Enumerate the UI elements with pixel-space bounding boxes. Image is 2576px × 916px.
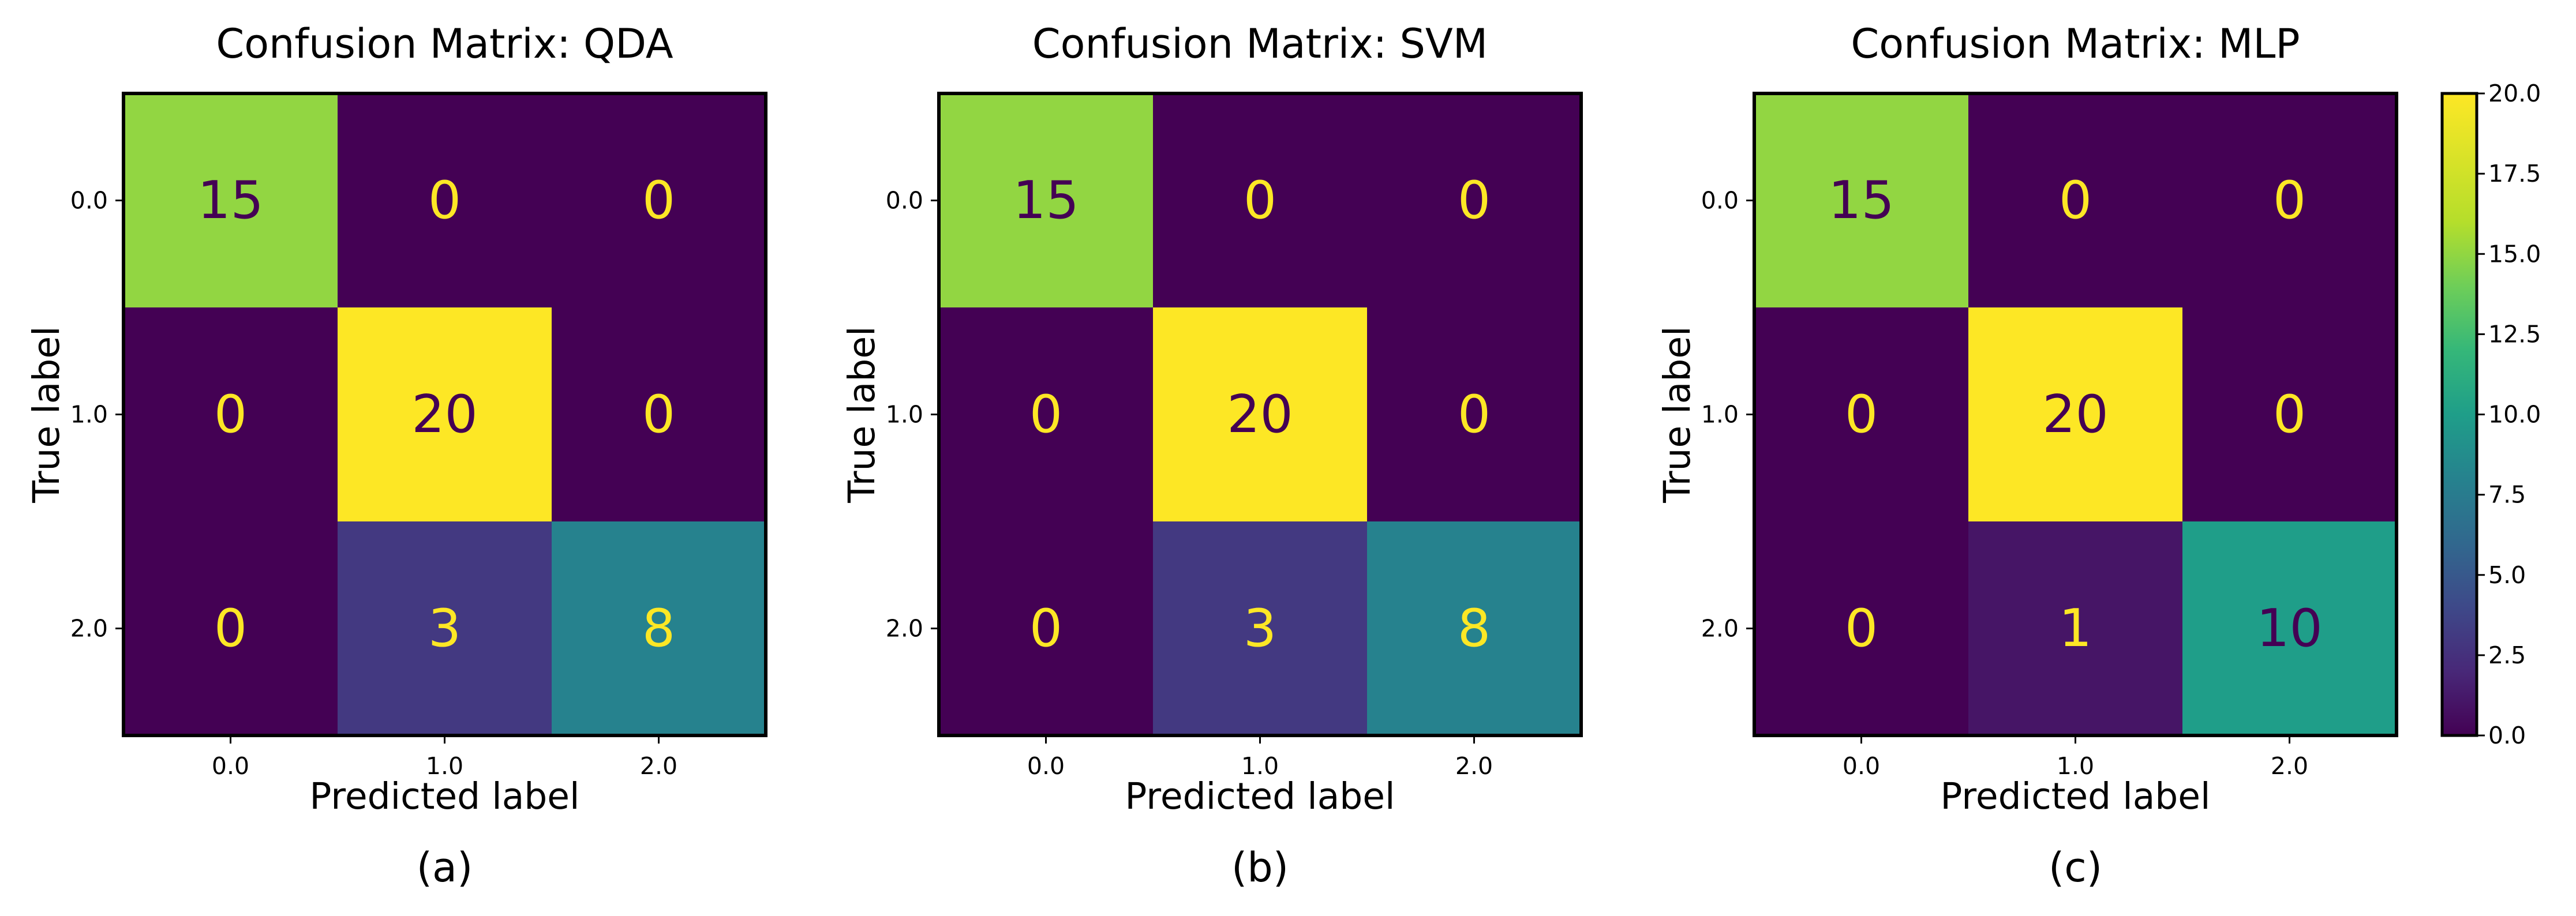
chart-title: Confusion Matrix: MLP (1851, 20, 2300, 67)
colorbar-tick-label: 15.0 (2488, 240, 2541, 268)
y-tick-label: 0.0 (1701, 187, 1739, 215)
cell-value-label: 0 (1029, 598, 1062, 659)
x-tick-label: 2.0 (2271, 752, 2308, 780)
y-tick-label: 0.0 (70, 187, 108, 215)
heatmap-cell (1153, 93, 1368, 308)
y-tick-label: 1.0 (70, 401, 108, 429)
cell-value-label: 0 (2059, 170, 2092, 231)
x-tick-label: 1.0 (1241, 752, 1279, 780)
y-axis-label: True label (1656, 326, 1698, 503)
heatmap-cell (939, 307, 1154, 522)
heatmap-cell (338, 307, 552, 522)
cell-value-label: 0 (1458, 384, 1491, 445)
heatmap-cell (1754, 521, 1969, 736)
cell-value-label: 20 (411, 384, 478, 445)
y-tick-label: 2.0 (1701, 615, 1739, 643)
x-tick-label: 1.0 (2057, 752, 2094, 780)
confusion-matrix-panel: Confusion Matrix: SVM 15 0 0 0 20 0 0 3 8 0.0 1.0 2.… (841, 20, 1583, 891)
cell-value-label: 15 (197, 170, 264, 231)
y-tick-label: 1.0 (886, 401, 923, 429)
heatmap-cell (1754, 307, 1969, 522)
cell-value-label: 0 (642, 170, 675, 231)
x-tick-label: 0.0 (212, 752, 249, 780)
heatmap-cell (1754, 93, 1969, 308)
cell-value-label: 0 (214, 598, 247, 659)
heatmap-cell (1968, 521, 2183, 736)
chart-title: Confusion Matrix: SVM (1032, 20, 1488, 67)
cell-value-label: 20 (1227, 384, 1293, 445)
heatmap-cell (1367, 307, 1582, 522)
y-axis-label: True label (841, 326, 883, 503)
x-tick-label: 1.0 (426, 752, 463, 780)
colorbar-tick-label: 5.0 (2488, 561, 2526, 589)
cell-value-label: 20 (2042, 384, 2109, 445)
colorbar-tick-label: 17.5 (2488, 160, 2541, 187)
x-tick-label: 0.0 (1843, 752, 1880, 780)
heatmap-cell (2182, 307, 2397, 522)
heatmap-cell (552, 521, 766, 736)
cell-value-label: 3 (428, 598, 461, 659)
y-tick-label: 1.0 (1701, 401, 1739, 429)
cell-value-label: 0 (1458, 170, 1491, 231)
heatmap-cell (1367, 521, 1582, 736)
cell-value-label: 0 (642, 384, 675, 445)
confusion-matrix-panel: Confusion Matrix: QDA 15 0 0 0 20 0 0 3 8 0.0 1.0 2.… (25, 20, 767, 891)
cell-value-label: 0 (2273, 384, 2306, 445)
heatmap-cell (1968, 307, 2183, 522)
heatmap-cell (1367, 93, 1582, 308)
x-tick-label: 0.0 (1027, 752, 1065, 780)
x-axis-label: Predicted label (1940, 775, 2210, 817)
chart-title: Confusion Matrix: QDA (216, 20, 673, 67)
cell-value-label: 8 (642, 598, 675, 659)
colorbar-tick-label: 7.5 (2488, 481, 2526, 509)
cell-value-label: 10 (2256, 598, 2323, 659)
x-tick-label: 2.0 (640, 752, 677, 780)
cell-value-label: 15 (1013, 170, 1079, 231)
heatmap-cell (2182, 521, 2397, 736)
cell-value-label: 15 (1828, 170, 1894, 231)
colorbar-gradient (2442, 93, 2477, 735)
panel-caption: (b) (1231, 844, 1289, 891)
heatmap-cell (2182, 93, 2397, 308)
cell-value-label: 0 (2273, 170, 2306, 231)
colorbar-tick-label: 10.0 (2488, 401, 2541, 429)
heatmap-cell (552, 307, 766, 522)
cell-value-label: 0 (1845, 598, 1878, 659)
heatmap-cell (939, 521, 1154, 736)
colorbar-tick-label: 0.0 (2488, 722, 2526, 749)
y-tick-label: 0.0 (886, 187, 923, 215)
heatmap-cell (1968, 93, 2183, 308)
heatmap-cell (1153, 307, 1368, 522)
x-tick-label: 2.0 (1455, 752, 1493, 780)
colorbar-tick-label: 20.0 (2488, 80, 2541, 107)
cell-value-label: 8 (1458, 598, 1491, 659)
cell-value-label: 0 (428, 170, 461, 231)
panel-caption: (a) (417, 844, 473, 891)
heatmap-cell (123, 93, 338, 308)
panel-caption: (c) (2049, 844, 2102, 891)
y-axis-label: True label (25, 326, 68, 503)
cell-value-label: 0 (214, 384, 247, 445)
heatmap-cell (123, 521, 338, 736)
heatmap-cell (552, 93, 766, 308)
heatmap-cell (123, 307, 338, 522)
colorbar-tick-label: 2.5 (2488, 641, 2526, 669)
x-axis-label: Predicted label (1125, 775, 1395, 817)
cell-value-label: 0 (1029, 384, 1062, 445)
heatmap-cell (338, 521, 552, 736)
cell-value-label: 3 (1244, 598, 1276, 659)
heatmap-cell (939, 93, 1154, 308)
colorbar-tick-label: 12.5 (2488, 320, 2541, 348)
y-tick-label: 2.0 (886, 615, 923, 643)
colorbar: 0.0 2.5 5.0 7.5 10.0 12.5 15.0 17.5 20.0 (2440, 80, 2541, 749)
confusion-matrix-panel: Confusion Matrix: MLP 15 0 0 0 20 0 0 1 10 0.0 1.0 2… (1656, 20, 2398, 891)
x-axis-label: Predicted label (309, 775, 579, 817)
heatmap-cell (1153, 521, 1368, 736)
heatmap-cell (338, 93, 552, 308)
cell-value-label: 0 (1244, 170, 1276, 231)
cell-value-label: 1 (2059, 598, 2092, 659)
cell-value-label: 0 (1845, 384, 1878, 445)
y-tick-label: 2.0 (70, 615, 108, 643)
